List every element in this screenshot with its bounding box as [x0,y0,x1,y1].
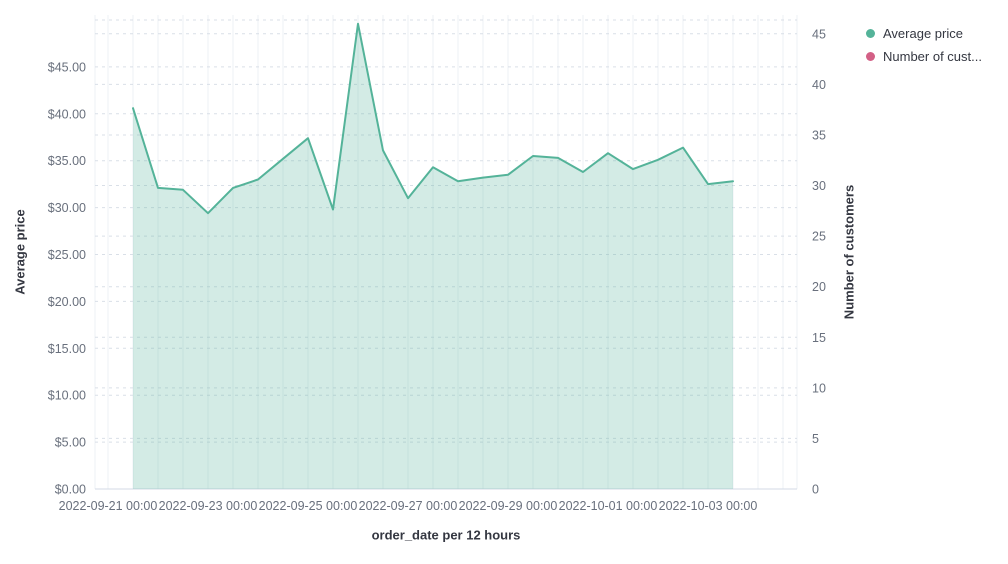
legend: Average price Number of cust... [866,23,982,66]
legend-item-number-of-customers[interactable]: Number of cust... [866,46,982,66]
right-axis-tick-label: 0 [812,483,819,497]
left-axis-tick-label: $0.00 [55,483,86,497]
right-axis-tick-label: 5 [812,432,819,446]
right-axis-tick-label: 25 [812,230,826,244]
legend-item-average-price[interactable]: Average price [866,23,982,43]
left-axis-tick-label: $20.00 [48,295,86,309]
x-axis-title: order_date per 12 hours [371,527,521,543]
left-axis-tick-label: $5.00 [55,436,86,450]
left-axis-tick-label: $45.00 [48,60,86,74]
right-axis-tick-label: 45 [812,27,826,41]
left-axis-title: Average price [12,209,28,295]
x-axis-tick-label: 2022-09-27 00:00 [359,499,458,513]
left-axis-tick-label: $15.00 [48,342,86,356]
right-axis-tick-label: 15 [812,331,826,345]
left-axis-tick-label: $25.00 [48,248,86,262]
left-axis-tick-label: $10.00 [48,389,86,403]
average-price-line [132,22,734,215]
right-axis-tick-label: 40 [812,78,826,92]
left-axis-tick-label: $40.00 [48,107,86,121]
left-axis-tick-label: $30.00 [48,201,86,215]
legend-label: Number of cust... [883,48,982,64]
legend-label: Average price [883,25,963,41]
average-price-area [133,23,733,490]
x-axis-tick-label: 2022-09-23 00:00 [159,499,258,513]
right-axis-tick-label: 35 [812,128,826,142]
x-axis-tick-label: 2022-09-21 00:00 [59,499,158,513]
x-axis-tick-label: 2022-10-01 00:00 [559,499,658,513]
x-axis-tick-label: 2022-10-03 00:00 [659,499,758,513]
right-axis-tick-label: 30 [812,179,826,193]
x-axis-tick-label: 2022-09-25 00:00 [259,499,358,513]
number-of-customers-dot-icon [866,51,875,61]
right-axis-tick-label: 10 [812,381,826,395]
right-axis-tick-label: 20 [812,280,826,294]
x-axis-tick-label: 2022-09-29 00:00 [459,499,558,513]
right-axis-title: Number of customers [841,184,857,320]
left-axis-tick-label: $35.00 [48,154,86,168]
average-price-dot-icon [866,28,875,38]
